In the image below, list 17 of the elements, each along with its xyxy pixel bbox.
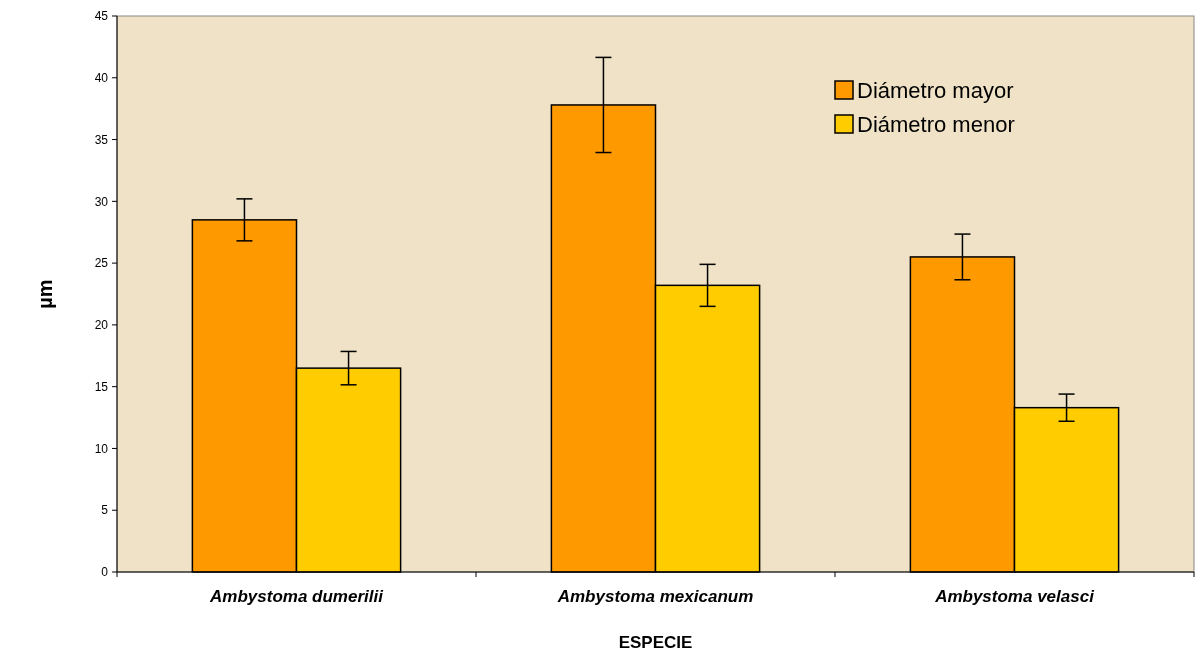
y-tick-label: 40 — [94, 70, 109, 85]
y-tick-label: 20 — [94, 318, 109, 333]
y-tick-label: 30 — [94, 194, 109, 209]
y-tick-label: 0 — [101, 565, 109, 580]
y-tick-label: 5 — [101, 503, 109, 518]
y-tick-label: 15 — [94, 379, 109, 394]
y-tick-label: 10 — [94, 441, 109, 456]
y-tick-label: 35 — [94, 132, 109, 147]
y-tick-label: 25 — [94, 256, 109, 271]
x-tick-label: Ambystoma mexicanum — [556, 587, 754, 606]
x-tick-label: Ambystoma velasci — [934, 587, 1096, 606]
y-tick-label: 45 — [94, 9, 109, 24]
legend-label: Diámetro menor — [857, 111, 1015, 137]
x-tick-label: Ambystoma dumerilii — [209, 587, 385, 606]
x-axis-title: ESPECIE — [618, 633, 693, 652]
legend-label: Diámetro mayor — [857, 77, 1014, 103]
y-axis-title: µm — [34, 279, 56, 309]
